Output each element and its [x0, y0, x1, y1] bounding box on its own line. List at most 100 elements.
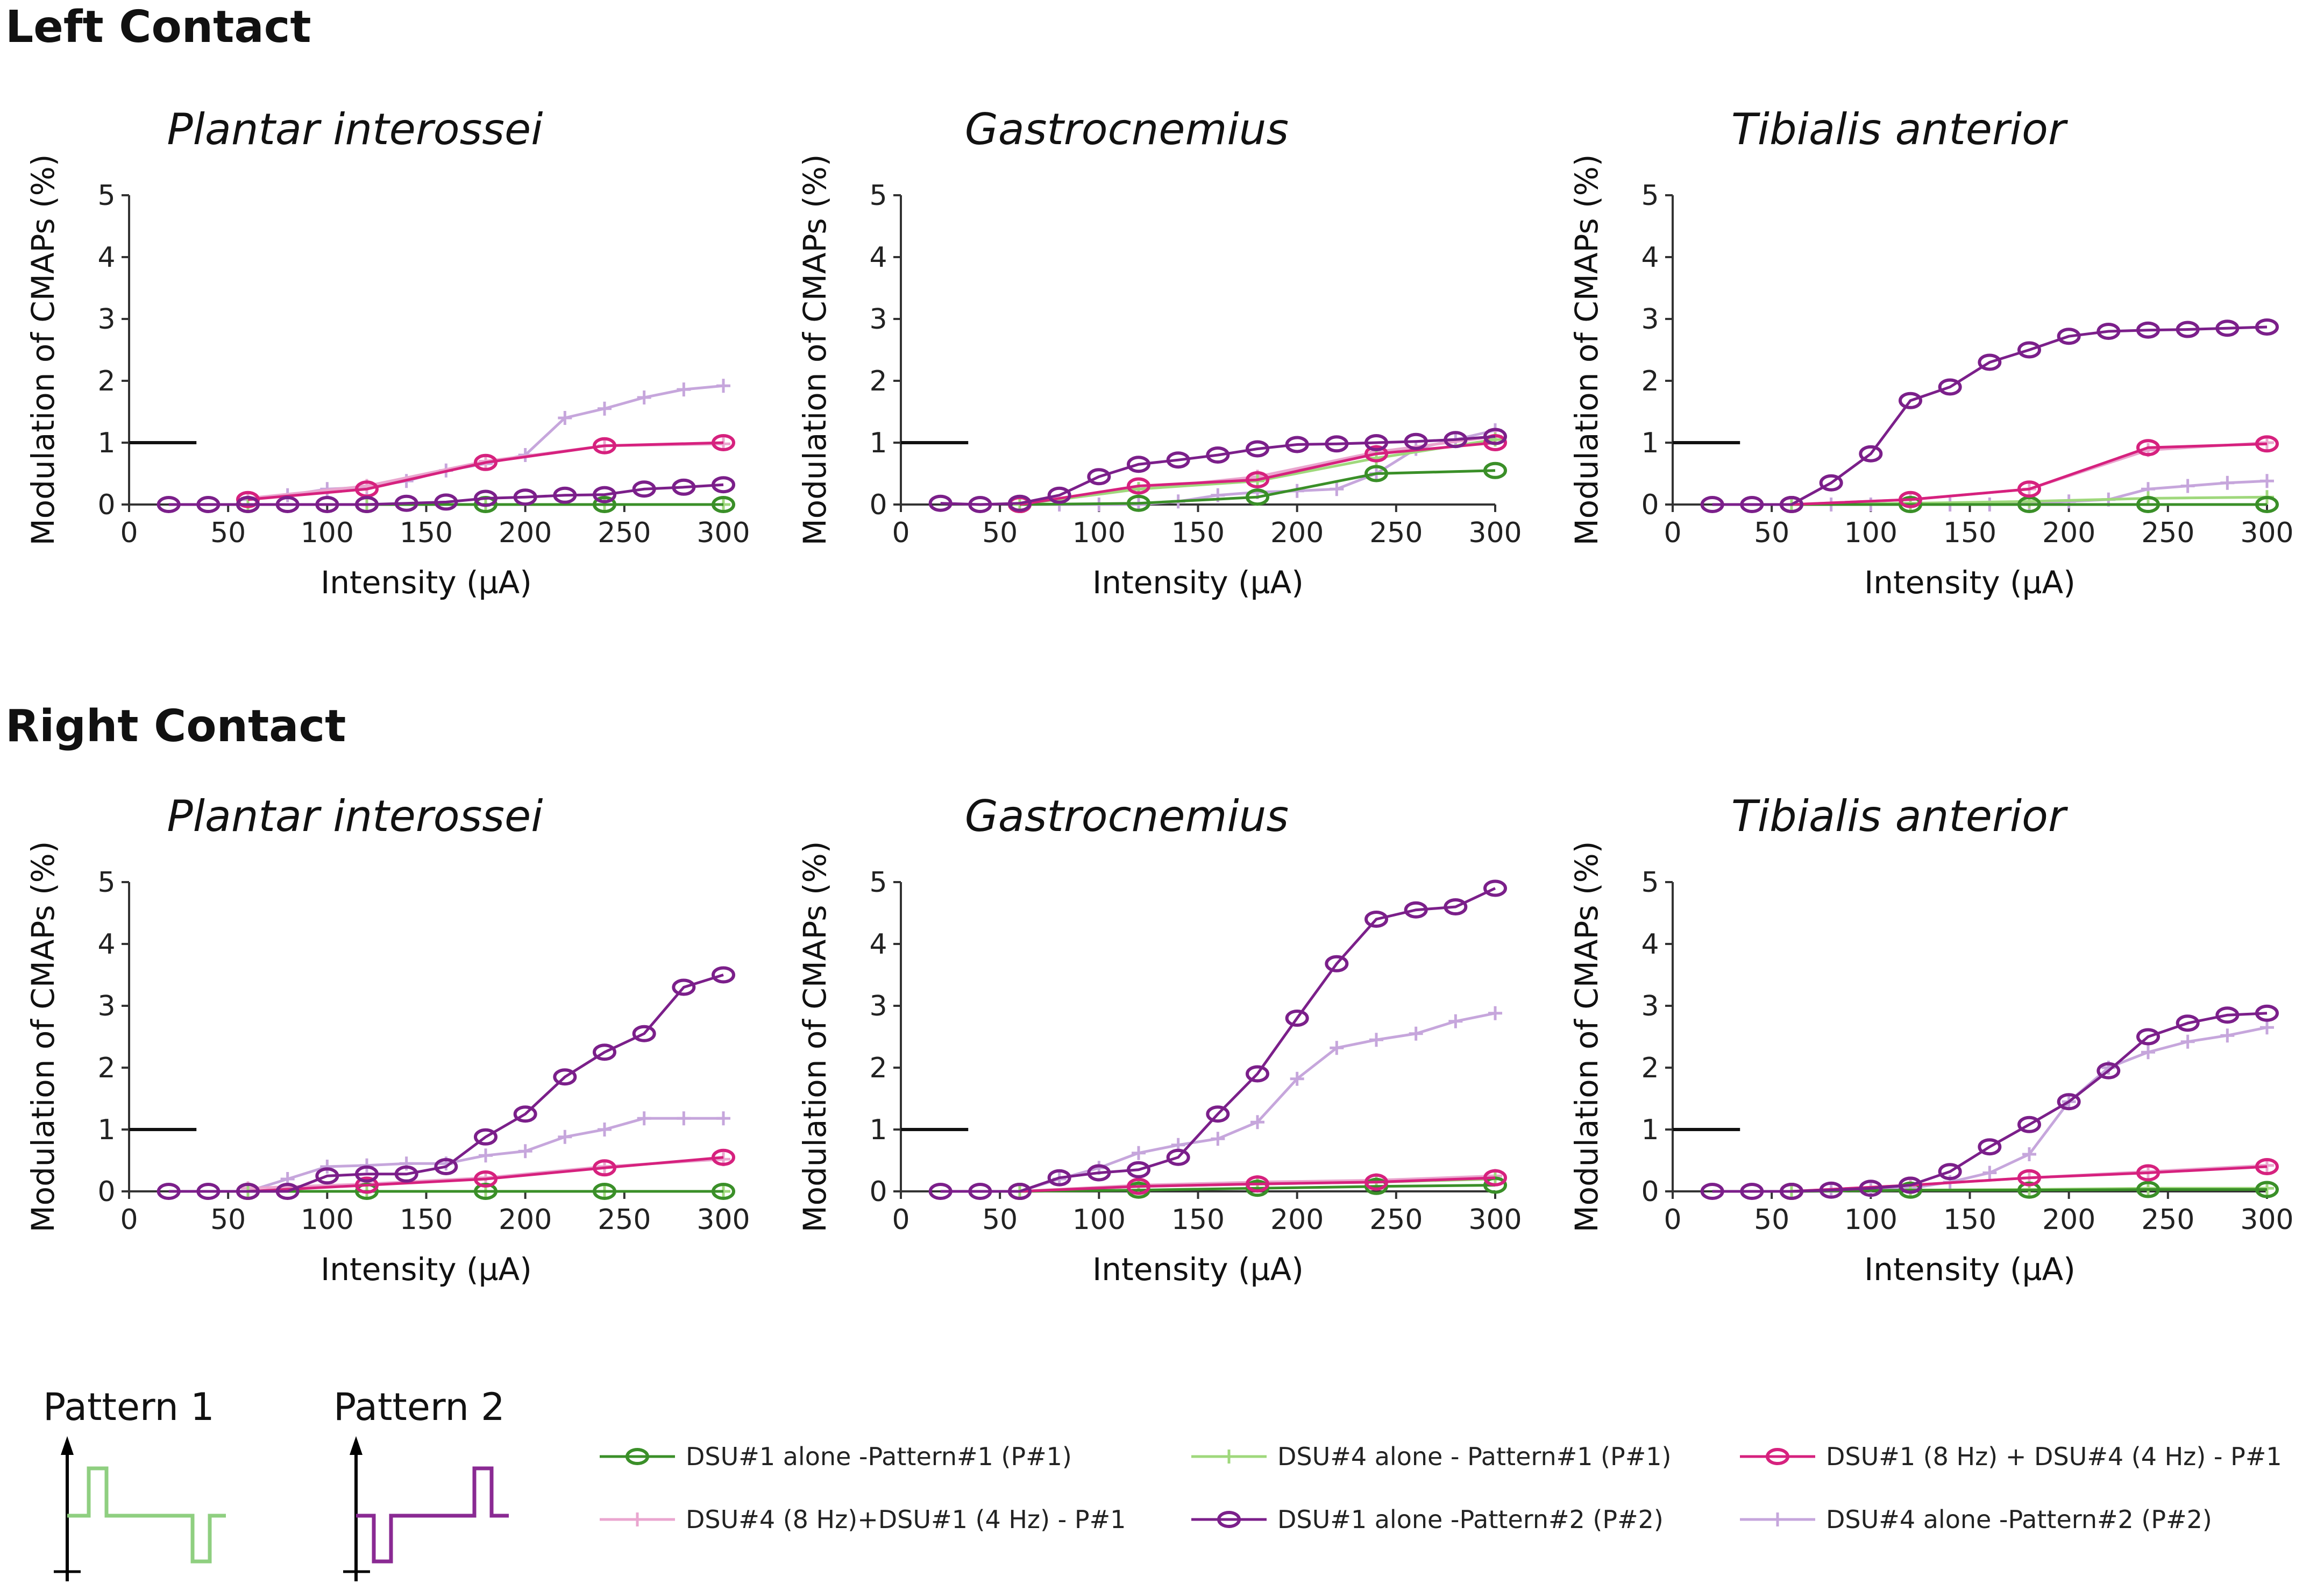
x-tick-label: 100	[1072, 1204, 1126, 1236]
y-tick-label: 0	[869, 1176, 887, 1208]
x-tick-label: 50	[210, 517, 246, 549]
data-point	[598, 401, 612, 416]
y-tick-label: 3	[869, 303, 887, 336]
data-point	[1780, 1183, 1803, 1200]
data-point	[2176, 321, 2200, 338]
data-point	[2136, 1181, 2160, 1198]
x-axis-label: Intensity (µA)	[1864, 564, 2076, 601]
data-point	[1938, 1163, 1962, 1181]
legend-item: DSU#1 alone -Pattern#1 (P#1)	[600, 1442, 1072, 1471]
data-point	[558, 411, 572, 425]
data-point	[712, 476, 735, 494]
data-point	[1404, 901, 1428, 919]
x-axis-label: Intensity (µA)	[1092, 1251, 1304, 1288]
data-point	[157, 496, 181, 513]
data-point	[513, 1105, 537, 1123]
y-tick-label: 0	[97, 1176, 115, 1208]
data-point	[2136, 439, 2160, 457]
panel-title: Gastrocnemius	[965, 791, 1289, 841]
data-point	[360, 1158, 374, 1173]
data-point	[394, 1165, 418, 1183]
x-tick-label: 50	[982, 517, 1018, 549]
legend-label: DSU#1 alone -Pattern#1 (P#1)	[686, 1442, 1072, 1471]
x-tick-label: 100	[1844, 517, 1897, 549]
data-point	[1483, 1169, 1507, 1187]
y-tick-label: 2	[869, 365, 887, 397]
data-point	[2255, 1004, 2279, 1022]
series-dsu-1-alone-pattern-2-p-2-	[157, 476, 735, 513]
x-tick-label: 200	[2042, 517, 2095, 549]
legend-swatch-marker	[1766, 1448, 1789, 1465]
data-point	[1047, 1169, 1071, 1187]
data-point	[716, 1111, 730, 1126]
y-tick-label: 0	[1641, 489, 1659, 521]
series-line	[1791, 442, 2268, 506]
series-line	[168, 483, 724, 506]
data-point	[518, 1144, 532, 1159]
data-point	[1330, 1041, 1344, 1055]
data-point	[712, 434, 735, 451]
pattern-2-arrow-icon	[350, 1436, 363, 1455]
x-tick-label: 0	[1664, 517, 1681, 549]
data-point	[1404, 432, 1428, 450]
data-point	[1285, 436, 1309, 453]
data-point	[275, 1183, 300, 1200]
legend-item: DSU#4 alone - Pattern#1 (P#1)	[1191, 1442, 1672, 1471]
data-point	[712, 496, 735, 513]
panel-title: Plantar interossei	[167, 104, 543, 154]
series-line	[247, 1156, 724, 1193]
legend-label: DSU#4 (8 Hz)+DSU#1 (4 Hz) - P#1	[686, 1505, 1126, 1534]
data-point	[2176, 1014, 2200, 1032]
data-point	[2136, 1028, 2160, 1046]
x-tick-label: 200	[1270, 517, 1324, 549]
data-point	[2255, 1158, 2279, 1175]
x-tick-label: 150	[400, 1204, 453, 1236]
y-axis-label: Modulation of CMAPs (%)	[1568, 154, 1605, 546]
y-tick-label: 2	[97, 1052, 115, 1084]
data-point	[1290, 1071, 1304, 1086]
data-point	[593, 486, 616, 503]
x-tick-label: 300	[1468, 1204, 1522, 1236]
y-tick-label: 5	[869, 180, 887, 212]
data-point	[2017, 341, 2041, 359]
x-tick-label: 300	[2240, 1204, 2293, 1236]
data-point	[236, 496, 260, 513]
series-dsu-1-8-hz-dsu-4-4-hz-p-1	[1008, 434, 1507, 513]
pattern-2-waveform	[356, 1466, 509, 1564]
legend-label: DSU#1 (8 Hz) + DSU#4 (4 Hz) - P#1	[1826, 1442, 2282, 1471]
section-title-left: Left Contact	[5, 2, 311, 53]
data-point	[553, 486, 577, 504]
data-point	[2180, 1034, 2195, 1049]
series-dsu-1-alone-pattern-2-p-2-	[1700, 318, 2279, 513]
x-tick-label: 0	[892, 1204, 909, 1236]
data-point	[1206, 446, 1230, 464]
series-line	[1019, 1184, 1496, 1193]
y-tick-label: 1	[1641, 1114, 1659, 1146]
y-tick-label: 3	[869, 990, 887, 1022]
pattern-2-schematic	[343, 1436, 509, 1581]
x-tick-label: 100	[1072, 517, 1126, 549]
data-point	[1246, 471, 1269, 488]
data-point	[355, 496, 379, 513]
series-line	[940, 887, 1496, 1193]
data-point	[275, 496, 300, 513]
data-point	[1899, 392, 1922, 409]
series-line	[940, 435, 1496, 506]
data-point	[1127, 1177, 1150, 1195]
data-point	[1364, 445, 1388, 463]
data-point	[2057, 328, 2081, 345]
data-point	[672, 978, 696, 996]
y-tick-label: 2	[1641, 1052, 1659, 1084]
series-line	[247, 384, 724, 501]
data-point	[479, 1148, 493, 1163]
pattern-1-title: Pattern 1	[43, 1385, 215, 1429]
data-point	[712, 1148, 735, 1166]
legend-swatch-marker	[1222, 1450, 1236, 1464]
data-point	[1364, 911, 1388, 928]
data-point	[513, 488, 537, 506]
data-point	[712, 1183, 735, 1200]
y-axis-label: Modulation of CMAPs (%)	[25, 154, 61, 546]
x-tick-label: 300	[2240, 517, 2293, 549]
data-point	[1246, 440, 1269, 458]
